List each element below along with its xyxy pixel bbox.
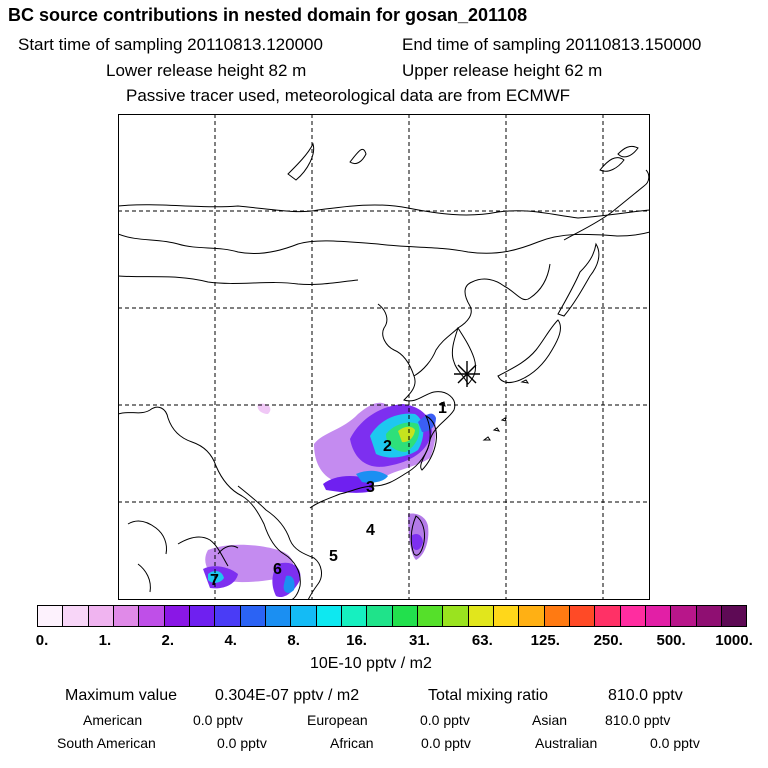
source-contribution-map: 1 2 3 4 5 6 7 bbox=[118, 114, 650, 600]
color-scale-tick-label: 8. bbox=[287, 632, 300, 649]
region-label-4: 4 bbox=[366, 522, 375, 539]
color-swatch bbox=[443, 606, 469, 626]
color-swatch bbox=[468, 606, 494, 626]
source-name-european: European bbox=[307, 712, 368, 728]
source-value-australian: 0.0 pptv bbox=[650, 735, 700, 751]
color-swatch bbox=[316, 606, 342, 626]
color-scale-tick-label: 4. bbox=[224, 632, 237, 649]
color-scale-tick-label: 250. bbox=[593, 632, 623, 649]
color-scale-bar bbox=[37, 605, 747, 627]
max-value: 0.304E-07 pptv / m2 bbox=[215, 687, 360, 704]
region-label-2: 2 bbox=[383, 438, 392, 455]
color-swatch bbox=[671, 606, 697, 626]
color-scale-tick-label: 1000. bbox=[715, 632, 753, 649]
color-swatch bbox=[721, 606, 747, 626]
color-swatch bbox=[595, 606, 621, 626]
receptor-star-marker bbox=[454, 361, 480, 387]
color-scale-tick-label: 0. bbox=[35, 632, 49, 649]
color-swatch bbox=[696, 606, 722, 626]
source-value-asian: 810.0 pptv bbox=[605, 712, 671, 728]
total-mixing-value: 810.0 pptv bbox=[608, 687, 683, 704]
source-name-south-american: South American bbox=[57, 735, 156, 751]
color-swatch bbox=[493, 606, 520, 626]
map-frame bbox=[118, 114, 650, 600]
source-value-african: 0.0 pptv bbox=[421, 735, 471, 751]
region-label-6: 6 bbox=[273, 561, 282, 578]
source-value-american: 0.0 pptv bbox=[193, 712, 243, 728]
color-swatch bbox=[240, 606, 266, 626]
color-swatch bbox=[620, 606, 646, 626]
color-swatch bbox=[341, 606, 368, 626]
color-scale-tick-label: 1. bbox=[98, 632, 112, 649]
region-label-7: 7 bbox=[210, 572, 219, 589]
start-time-label: Start time of sampling 20110813.120000 bbox=[18, 35, 323, 54]
color-swatch bbox=[392, 606, 418, 626]
islands bbox=[438, 379, 530, 441]
color-swatch bbox=[645, 606, 672, 626]
color-swatch bbox=[139, 606, 165, 626]
color-swatch bbox=[367, 606, 393, 626]
source-name-american: American bbox=[83, 712, 143, 728]
color-scale-tick-label: 500. bbox=[656, 632, 686, 649]
color-swatch bbox=[569, 606, 596, 626]
color-scale-tick-label: 31. bbox=[409, 632, 430, 649]
color-swatch bbox=[63, 606, 89, 626]
source-value-south-american: 0.0 pptv bbox=[217, 735, 267, 751]
color-swatch bbox=[417, 606, 444, 626]
tracer-note: Passive tracer used, meteorological data… bbox=[126, 86, 571, 105]
source-name-asian: Asian bbox=[532, 712, 568, 728]
lower-release-label: Lower release height 82 m bbox=[106, 61, 307, 80]
color-swatch bbox=[113, 606, 140, 626]
region-label-1: 1 bbox=[438, 400, 447, 417]
color-swatch bbox=[189, 606, 216, 626]
source-name-australian: Australian bbox=[535, 735, 598, 751]
region-label-5: 5 bbox=[329, 548, 338, 565]
coastlines bbox=[118, 142, 650, 600]
color-scale-tick-label: 125. bbox=[530, 632, 560, 649]
region-label-3: 3 bbox=[366, 479, 375, 496]
color-scale-unit: 10E-10 pptv / m2 bbox=[310, 655, 432, 672]
color-swatch bbox=[215, 606, 241, 626]
color-scale-tick-label: 16. bbox=[346, 632, 367, 649]
color-swatch bbox=[544, 606, 570, 626]
source-value-european: 0.0 pptv bbox=[420, 712, 470, 728]
end-time-label: End time of sampling 20110813.150000 bbox=[402, 35, 702, 54]
plot-title: BC source contributions in nested domain… bbox=[8, 5, 528, 25]
color-swatch bbox=[38, 606, 64, 626]
concentration-plume bbox=[203, 402, 436, 598]
color-swatch bbox=[164, 606, 190, 626]
color-swatch bbox=[291, 606, 317, 626]
max-value-label: Maximum value bbox=[65, 687, 178, 704]
color-swatch bbox=[265, 606, 292, 626]
source-name-african: African bbox=[330, 735, 374, 751]
color-swatch bbox=[519, 606, 545, 626]
color-swatch bbox=[88, 606, 114, 626]
upper-release-label: Upper release height 62 m bbox=[402, 61, 603, 80]
total-mixing-label: Total mixing ratio bbox=[428, 687, 549, 704]
color-scale-tick-label: 2. bbox=[161, 632, 175, 649]
map-gridlines bbox=[118, 114, 650, 600]
color-scale-tick-label: 63. bbox=[471, 632, 493, 649]
